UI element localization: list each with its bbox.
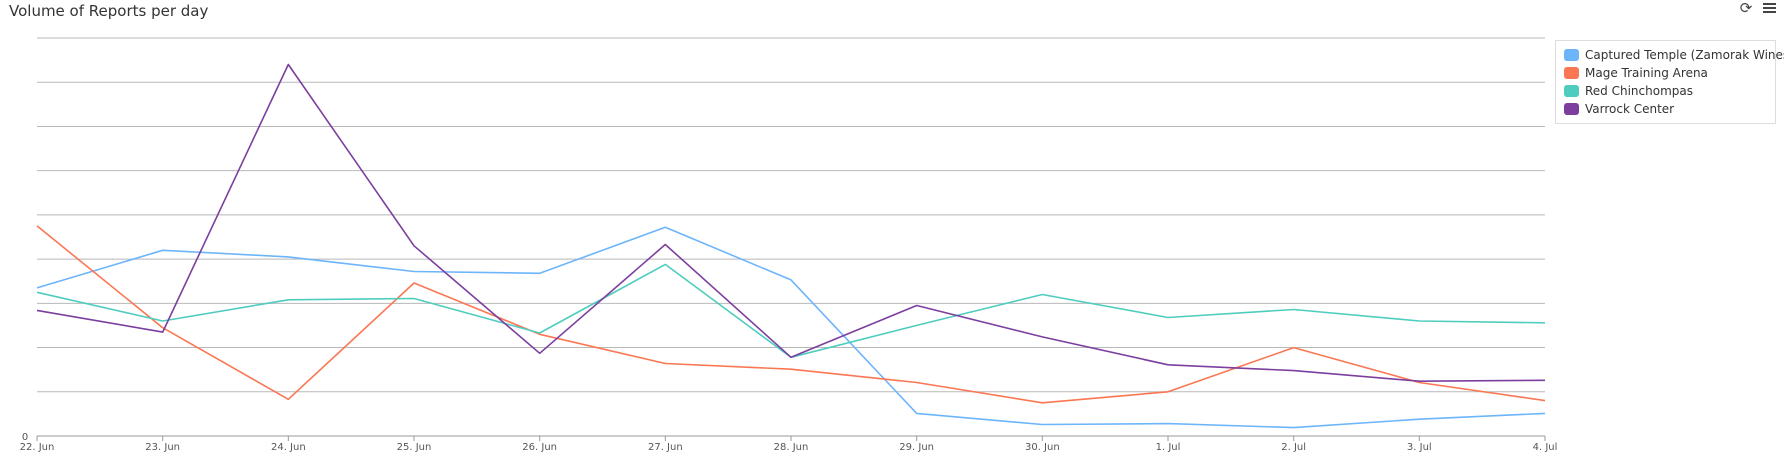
series-lines: [36, 63, 1546, 429]
legend-swatch: [1564, 85, 1579, 97]
series-line-captured-temple-zamorak-wines[interactable]: [36, 226, 1546, 429]
legend-item[interactable]: Varrock Center: [1564, 100, 1767, 118]
gridlines: [37, 37, 1545, 437]
legend-label: Mage Training Arena: [1585, 66, 1708, 80]
x-tick-label: 2. Jul: [1281, 442, 1306, 453]
legend-item[interactable]: Red Chinchompas: [1564, 82, 1767, 100]
series-line-varrock-center[interactable]: [36, 63, 1546, 383]
x-tick-label: 25. Jun: [397, 442, 432, 453]
series-line-mage-training-arena[interactable]: [36, 225, 1546, 404]
x-tick-label: 23. Jun: [145, 442, 180, 453]
legend-item[interactable]: Mage Training Arena: [1564, 64, 1767, 82]
y-axis: 0: [22, 432, 28, 443]
x-tick-label: 28. Jun: [774, 442, 809, 453]
x-tick-label: 29. Jun: [899, 442, 934, 453]
x-tick-label: 3. Jul: [1407, 442, 1432, 453]
x-axis: 22. Jun 23. Jun 24. Jun 25. Jun 26. Jun 27. J…: [20, 436, 1558, 453]
legend-label: Red Chinchompas: [1585, 84, 1693, 98]
x-tick-label: 22. Jun: [20, 442, 55, 453]
chart-legend: Captured Temple (Zamorak Wines) Mage Trai…: [1555, 40, 1784, 124]
chart-title: Volume of Reports per day: [9, 2, 209, 20]
legend-swatch: [1564, 103, 1579, 115]
x-tick-label: 24. Jun: [271, 442, 306, 453]
hamburger-menu-icon[interactable]: [1762, 0, 1778, 16]
series-line-red-chinchompas[interactable]: [36, 263, 1546, 359]
x-tick-label: 27. Jun: [648, 442, 683, 453]
legend-swatch: [1564, 67, 1579, 79]
x-tick-label: 4. Jul: [1533, 442, 1558, 453]
x-tick-label: 26. Jun: [522, 442, 557, 453]
legend-label: Captured Temple (Zamorak Wines): [1585, 48, 1784, 62]
y-tick-label: 0: [22, 432, 28, 443]
legend-label: Varrock Center: [1585, 102, 1675, 116]
refresh-icon[interactable]: ⟳: [1739, 0, 1753, 17]
x-tick-label: 30. Jun: [1025, 442, 1060, 453]
x-tick-label: 1. Jul: [1156, 442, 1181, 453]
legend-item[interactable]: Captured Temple (Zamorak Wines): [1564, 46, 1784, 64]
legend-swatch: [1564, 49, 1579, 61]
